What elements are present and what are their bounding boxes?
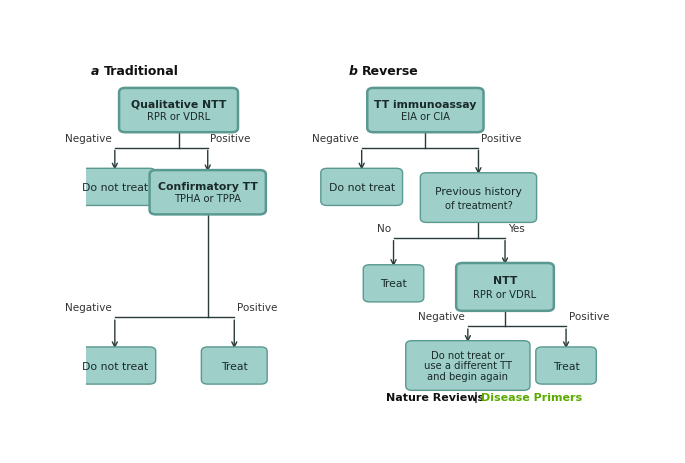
Text: Do not treat: Do not treat: [82, 361, 148, 371]
Text: Confirmatory TT: Confirmatory TT: [158, 182, 258, 192]
Text: Do not treat: Do not treat: [82, 182, 148, 193]
Text: Previous history: Previous history: [435, 186, 522, 196]
Text: Traditional: Traditional: [104, 64, 179, 77]
Text: No: No: [377, 223, 391, 233]
FancyBboxPatch shape: [421, 173, 536, 223]
FancyBboxPatch shape: [363, 265, 424, 302]
FancyBboxPatch shape: [367, 89, 484, 133]
FancyBboxPatch shape: [536, 347, 597, 384]
Text: EIA or CIA: EIA or CIA: [401, 112, 450, 122]
Text: Yes: Yes: [508, 223, 525, 233]
Text: Positive: Positive: [569, 312, 609, 321]
Text: RPR or VDRL: RPR or VDRL: [473, 289, 536, 299]
Text: Do not treat: Do not treat: [329, 182, 395, 193]
Text: Negative: Negative: [419, 312, 465, 321]
Text: TPHA or TPPA: TPHA or TPPA: [174, 194, 241, 204]
Text: Qualitative NTT: Qualitative NTT: [131, 100, 226, 110]
Text: Treat: Treat: [380, 279, 407, 289]
Text: Nature Reviews: Nature Reviews: [386, 392, 484, 402]
Text: Reverse: Reverse: [362, 64, 419, 77]
Text: Negative: Negative: [66, 133, 112, 143]
FancyBboxPatch shape: [119, 89, 238, 133]
Text: RPR or VDRL: RPR or VDRL: [147, 112, 210, 122]
Text: use a different TT: use a different TT: [424, 360, 512, 370]
FancyBboxPatch shape: [74, 347, 155, 384]
Text: |: |: [473, 391, 477, 402]
Text: Treat: Treat: [553, 361, 580, 371]
Text: Treat: Treat: [221, 361, 248, 371]
FancyBboxPatch shape: [321, 169, 403, 206]
Text: Positive: Positive: [481, 133, 521, 143]
FancyBboxPatch shape: [74, 169, 155, 206]
Text: Do not treat or: Do not treat or: [431, 350, 505, 361]
FancyBboxPatch shape: [456, 263, 554, 311]
Text: TT immunoassay: TT immunoassay: [374, 100, 477, 110]
Text: of treatment?: of treatment?: [445, 200, 512, 210]
Text: Positive: Positive: [237, 303, 277, 313]
Text: Disease Primers: Disease Primers: [481, 392, 582, 402]
Text: Positive: Positive: [210, 133, 251, 143]
Text: Negative: Negative: [312, 133, 359, 143]
Text: and begin again: and begin again: [427, 371, 508, 381]
FancyBboxPatch shape: [149, 171, 266, 215]
Text: NTT: NTT: [493, 275, 517, 286]
Text: a: a: [91, 64, 99, 77]
FancyBboxPatch shape: [201, 347, 267, 384]
FancyBboxPatch shape: [406, 341, 530, 390]
Text: Negative: Negative: [66, 303, 112, 313]
Text: b: b: [349, 64, 358, 77]
